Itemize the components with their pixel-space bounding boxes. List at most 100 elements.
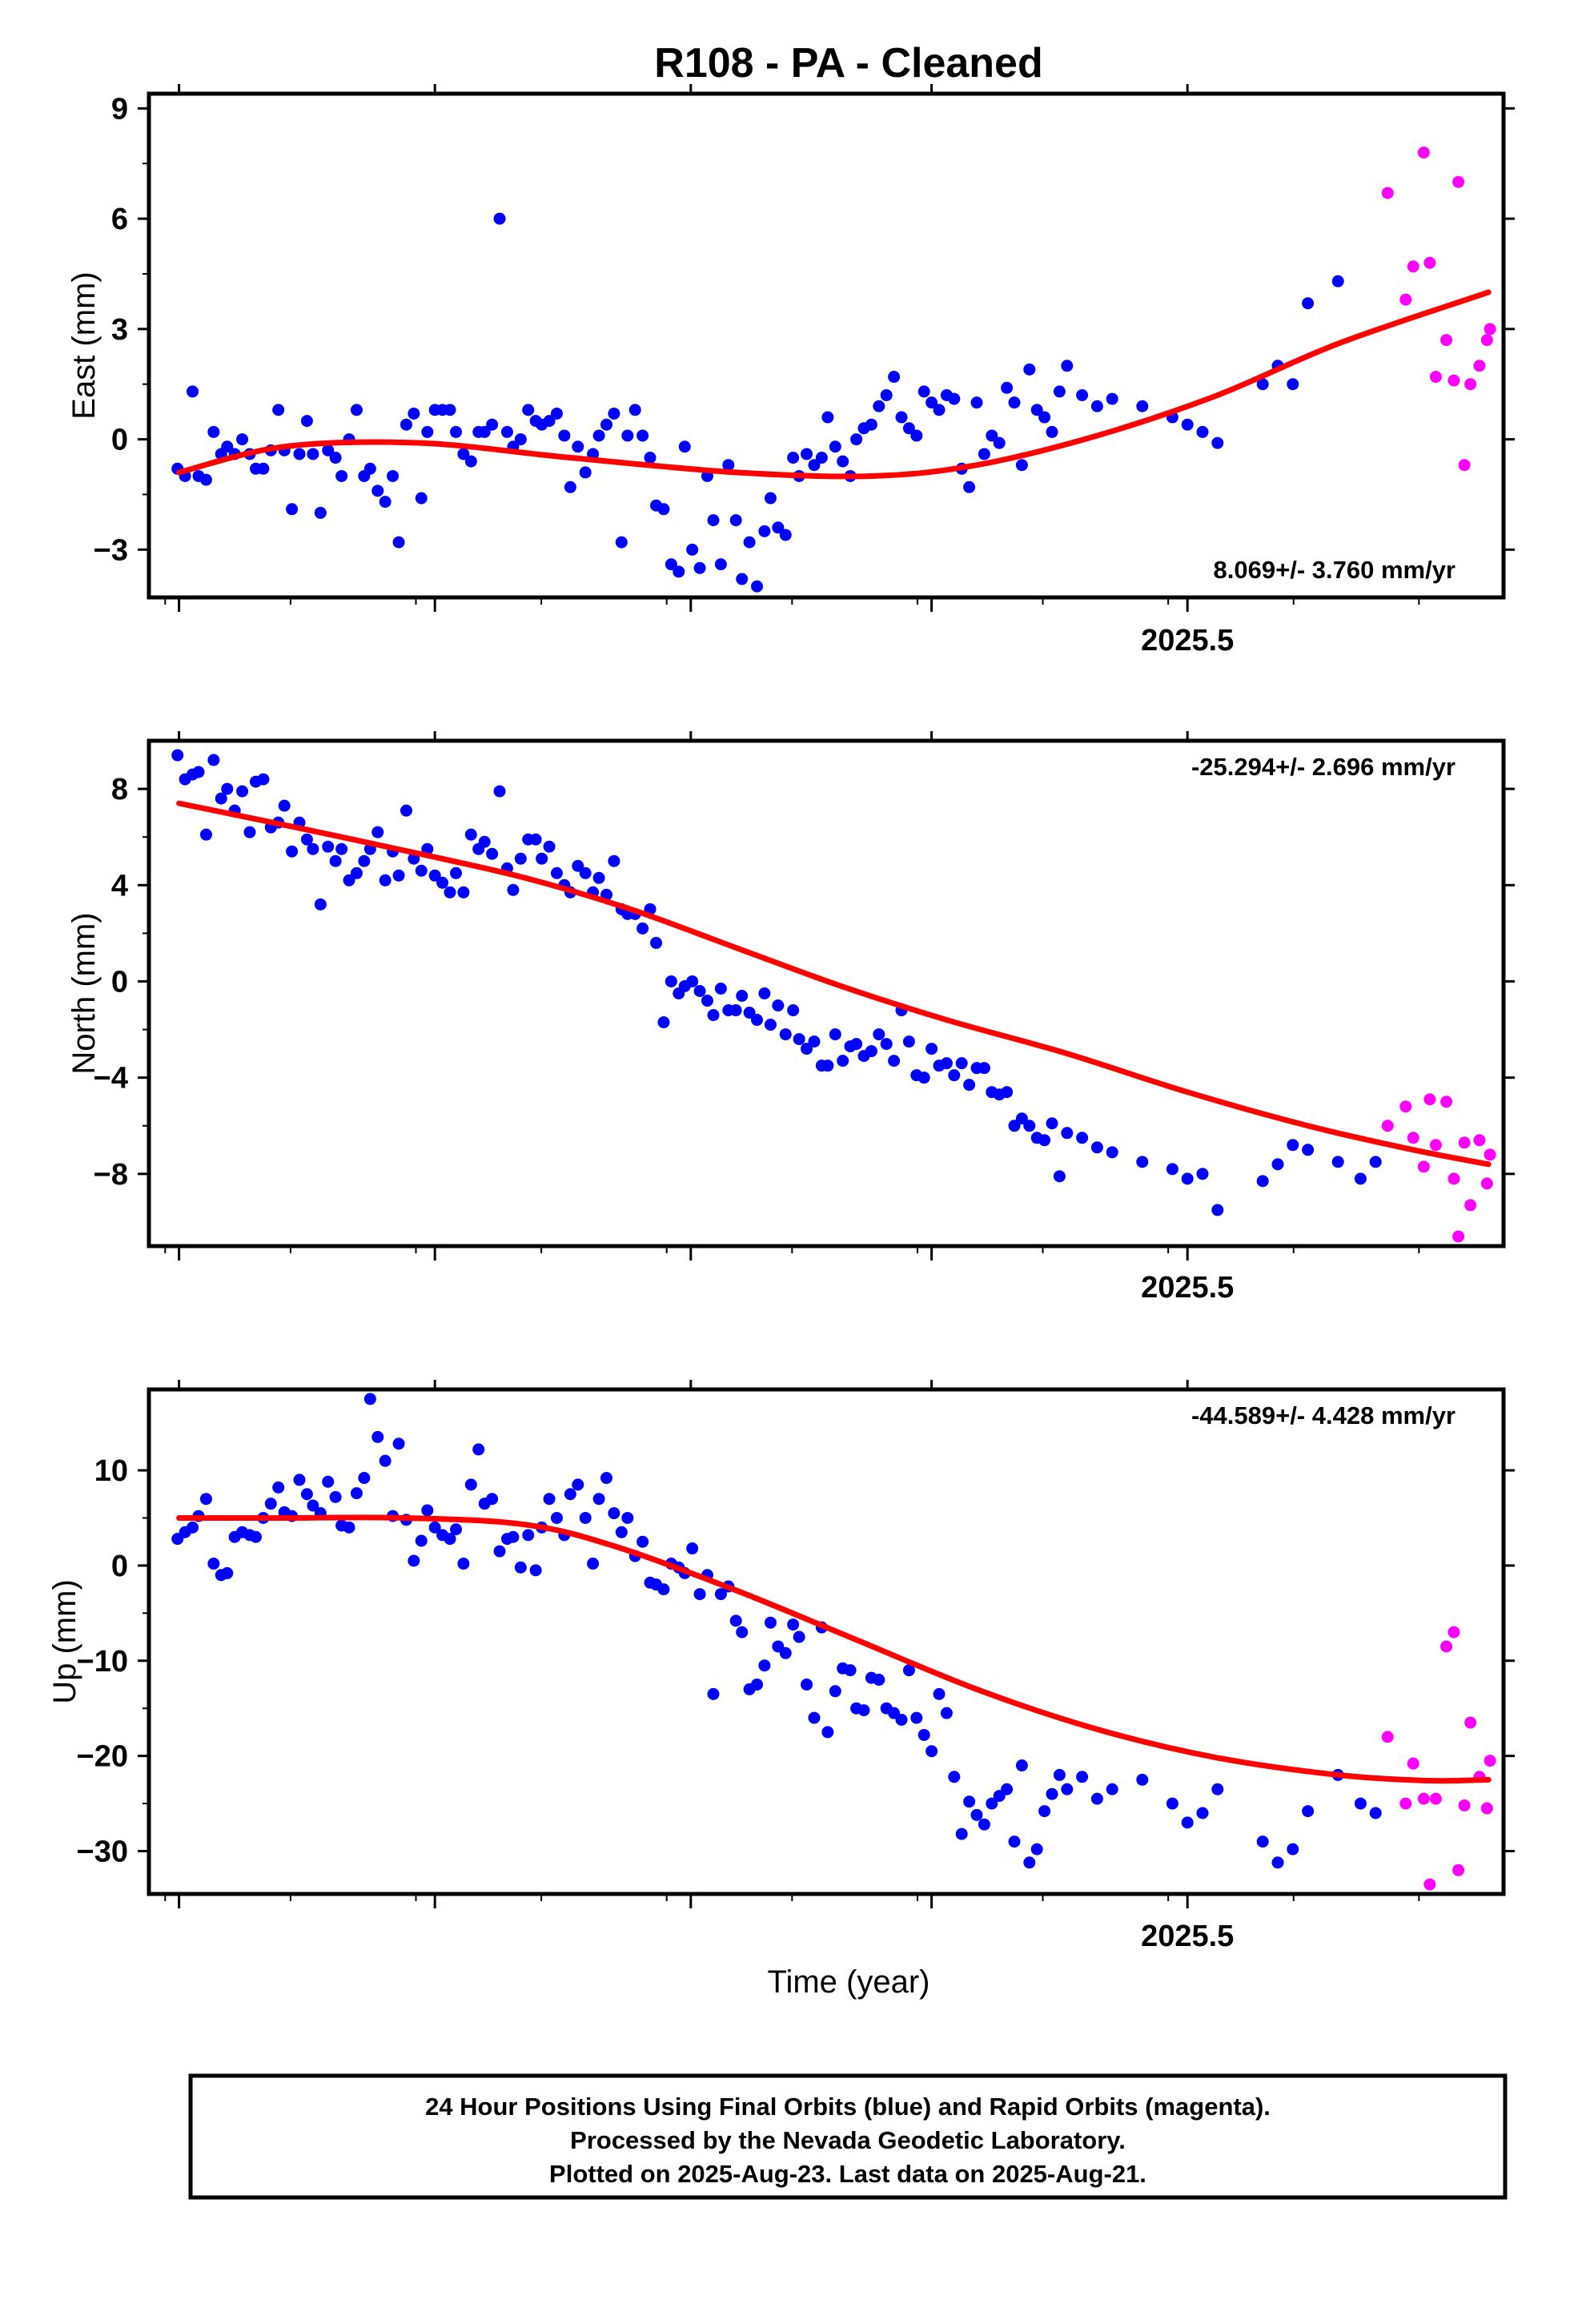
up-final-point (444, 1533, 456, 1546)
north-final-point (657, 1016, 670, 1029)
east-final-point (1136, 400, 1149, 412)
up-final-point (300, 1488, 313, 1501)
up-y-tick-label: 0 (111, 1550, 128, 1583)
north-final-point (507, 883, 520, 896)
north-final-point (955, 1057, 968, 1070)
east-final-point (758, 525, 771, 537)
north-y-tick-label: 8 (111, 773, 128, 806)
east-final-point (948, 392, 961, 405)
up-final-point (829, 1685, 841, 1698)
up-final-point (1106, 1783, 1118, 1795)
up-final-point (363, 1393, 376, 1405)
east-final-point (1076, 388, 1089, 401)
east-final-point (644, 452, 656, 464)
east-final-point (307, 448, 319, 460)
east-final-point (400, 418, 412, 431)
north-final-point (300, 833, 313, 846)
north-final-point (865, 1045, 877, 1058)
east-final-point (286, 503, 299, 516)
east-final-point (199, 473, 212, 486)
up-fit-curve (176, 1514, 1492, 1784)
north-final-point (236, 785, 249, 798)
east-final-point (1287, 378, 1299, 391)
east-final-point (314, 506, 327, 519)
east-final-point (500, 425, 513, 438)
up-final-point (493, 1545, 506, 1558)
east-final-point (558, 429, 571, 442)
up-final-point (199, 1493, 212, 1506)
up-final-point (608, 1507, 620, 1520)
up-final-point (522, 1529, 535, 1542)
north-final-point (743, 1007, 756, 1019)
east-final-point (550, 407, 563, 420)
east-rapid-point (1484, 323, 1496, 336)
north-final-point (1331, 1156, 1344, 1168)
east-y-tick-label: 9 (111, 92, 128, 126)
east-plot-area (171, 146, 1496, 593)
east-final-point (615, 536, 628, 549)
north-final-point (779, 1028, 792, 1041)
north-final-point (793, 1033, 805, 1046)
north-final-point (1053, 1170, 1066, 1183)
north-final-point (592, 871, 605, 884)
east-final-point (895, 411, 908, 424)
north-final-point (1076, 1132, 1089, 1144)
east-final-point (1106, 392, 1118, 405)
east-final-point (335, 469, 348, 482)
north-final-point (880, 1038, 893, 1051)
up-final-point (350, 1487, 363, 1500)
north-rapid-point (1417, 1160, 1430, 1173)
up-final-point (758, 1659, 771, 1672)
up-final-point (415, 1534, 428, 1547)
north-final-point (608, 854, 620, 867)
up-final-point (1302, 1805, 1315, 1818)
east-final-point (579, 466, 592, 479)
north-final-point (1023, 1120, 1036, 1132)
east-plot-frame (147, 91, 1506, 600)
up-final-point (1136, 1773, 1149, 1786)
east-final-point (415, 492, 428, 505)
up-final-point (1211, 1783, 1224, 1795)
up-final-point (529, 1564, 542, 1577)
east-final-point (764, 492, 777, 505)
east-final-point (986, 429, 998, 442)
east-final-point (673, 565, 685, 578)
east-final-point (236, 433, 249, 446)
up-final-point (507, 1530, 520, 1543)
north-final-point (801, 1043, 813, 1055)
up-final-point (940, 1707, 953, 1719)
up-final-point (948, 1771, 961, 1783)
north-final-point (764, 1019, 777, 1031)
north-y-tick-label: 0 (111, 965, 128, 999)
east-final-point (1256, 378, 1269, 391)
north-fit-curve (176, 800, 1492, 1168)
north-rapid-point (1447, 1172, 1460, 1185)
north-final-point (1271, 1158, 1284, 1171)
up-final-point (917, 1728, 930, 1741)
east-final-point (707, 514, 720, 527)
north-rate-label: -25.294+/- 2.696 mm/yr (1191, 753, 1456, 781)
up-final-point (514, 1561, 527, 1574)
north-final-point (392, 869, 405, 882)
east-final-point (751, 580, 764, 593)
up-final-point (955, 1827, 968, 1840)
north-final-point (307, 842, 319, 855)
up-final-point (1090, 1792, 1103, 1805)
north-rapid-point (1480, 1177, 1493, 1190)
up-final-point (1008, 1835, 1021, 1848)
up-final-point (1369, 1807, 1382, 1819)
up-final-point (636, 1535, 649, 1548)
up-final-point (329, 1490, 342, 1503)
north-final-point (948, 1069, 961, 1082)
east-rapid-point (1423, 256, 1436, 269)
east-final-point (608, 407, 620, 420)
east-rapid-point (1480, 334, 1493, 347)
up-rapid-point (1423, 1878, 1436, 1891)
east-final-point (779, 529, 792, 541)
up-final-point (1001, 1783, 1014, 1795)
east-final-point (873, 400, 885, 412)
up-final-point (801, 1678, 813, 1691)
up-final-point (779, 1647, 792, 1659)
north-final-point (1181, 1172, 1194, 1185)
up-y-tick-label: 10 (94, 1454, 128, 1488)
